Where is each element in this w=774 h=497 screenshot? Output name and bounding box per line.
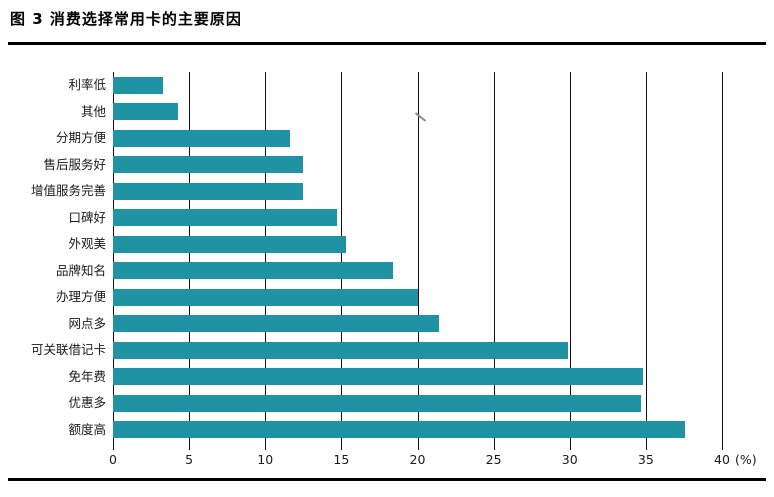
x-axis-labels: (%) 0 5 10 15 20 25 30 35 40	[109, 452, 774, 472]
chart-bar	[113, 341, 569, 359]
x-axis-unit-label: (%)	[735, 452, 757, 467]
plot-area	[113, 72, 723, 450]
category-label: 分期方便	[55, 130, 106, 145]
x-tick-label: 10	[257, 452, 274, 467]
figure-title: 图 3 消费选择常用卡的主要原因	[10, 10, 242, 28]
gridline	[645, 72, 647, 450]
category-label: 优惠多	[68, 395, 106, 410]
gridline	[493, 72, 495, 450]
gridline	[189, 72, 191, 450]
bottom-divider	[8, 478, 766, 481]
x-tick-label: 35	[637, 452, 654, 467]
category-label: 售后服务好	[43, 156, 106, 172]
gridline	[569, 72, 571, 450]
bar-row	[113, 209, 337, 227]
chart-bar	[113, 209, 337, 227]
bar-row	[113, 368, 643, 386]
bar-row	[113, 103, 179, 121]
x-tick-label: 30	[561, 452, 578, 467]
chart-bar	[113, 394, 642, 412]
chart-bar	[113, 103, 179, 121]
bar-row	[113, 288, 418, 306]
bar-row	[113, 235, 346, 253]
bar-row	[113, 76, 164, 94]
bar-row	[113, 394, 642, 412]
category-label: 外观美	[68, 236, 106, 251]
chart-bar	[113, 76, 164, 94]
chart-bar	[113, 235, 346, 253]
gridline	[341, 72, 343, 450]
x-tick-label: 25	[485, 452, 502, 467]
bar-row	[113, 262, 394, 280]
chart-bar	[113, 421, 686, 439]
x-tick-label: 0	[109, 452, 117, 467]
category-label: 可关联借记卡	[30, 342, 106, 357]
bar-row	[113, 182, 304, 200]
bar-row	[113, 315, 439, 333]
bar-row	[113, 341, 569, 359]
bar-row	[113, 421, 686, 439]
chart-bar	[113, 129, 290, 147]
gridline	[722, 72, 723, 450]
chart-bar	[113, 182, 304, 200]
chart-bar	[113, 288, 418, 306]
chart-bar	[113, 156, 304, 174]
chart-bar	[113, 315, 439, 333]
category-label: 增值服务完善	[30, 183, 106, 198]
category-label: 办理方便	[55, 289, 106, 304]
category-label: 品牌知名	[55, 262, 106, 278]
x-tick-label: 40	[714, 452, 730, 467]
top-divider	[8, 42, 766, 45]
x-tick-label: 5	[185, 452, 194, 467]
bar-row	[113, 129, 290, 147]
category-label: 网点多	[68, 315, 106, 331]
category-label: 其他	[80, 103, 106, 119]
category-label: 额度高	[68, 421, 106, 437]
category-label: 利率低	[68, 77, 106, 92]
gridline	[417, 72, 419, 450]
x-tick-label: 20	[409, 452, 426, 467]
chart-bar	[113, 368, 643, 386]
category-label: 免年费	[68, 368, 106, 384]
bar-row	[113, 156, 304, 174]
x-tick-label: 15	[333, 452, 350, 467]
chart-bar	[113, 262, 394, 280]
category-label: 口碑好	[68, 209, 106, 225]
gridline	[113, 72, 114, 450]
gridline	[265, 72, 267, 450]
